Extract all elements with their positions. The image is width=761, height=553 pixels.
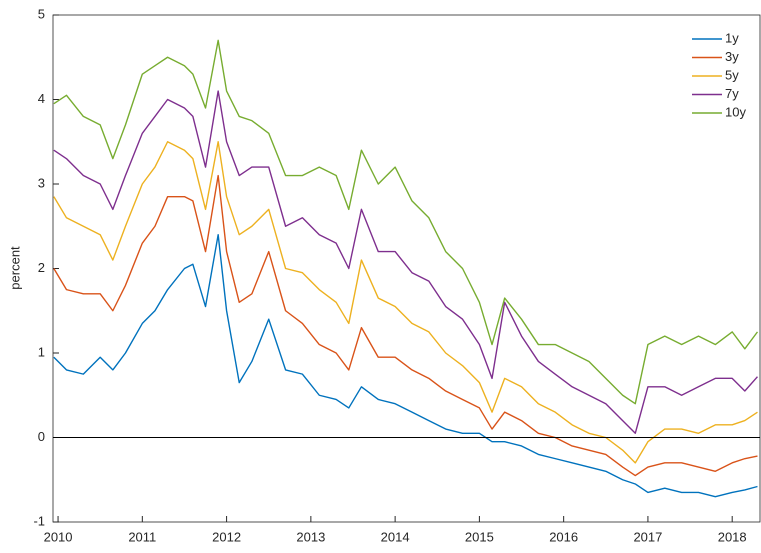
x-tick-label: 2012 (212, 529, 241, 544)
y-tick-label: 4 (38, 91, 45, 106)
y-tick-label: 1 (38, 344, 45, 359)
legend-label: 3y (725, 49, 739, 64)
y-tick-label: 2 (38, 260, 45, 275)
series-line (53, 90, 758, 434)
x-tick-label: 2010 (44, 529, 73, 544)
series-line (53, 174, 758, 477)
x-tick-label: 2018 (718, 529, 747, 544)
plot-area (52, 14, 761, 523)
x-tick-label: 2015 (465, 529, 494, 544)
y-tick-label: 5 (38, 6, 45, 21)
x-tick-label: 2014 (381, 529, 410, 544)
x-tick-label: 2011 (128, 529, 156, 544)
x-tick-label: 2017 (633, 529, 662, 544)
y-axis-label: percent (7, 246, 22, 290)
series-line (53, 39, 759, 405)
x-tick-label: 2016 (549, 529, 578, 544)
legend-label: 5y (725, 67, 739, 82)
y-tick-label: 0 (38, 429, 45, 444)
legend-label: 1y (725, 30, 739, 45)
y-tick-label: -1 (33, 513, 45, 528)
series-line (53, 141, 758, 464)
legend-label: 10y (725, 104, 746, 119)
series-line (53, 234, 758, 498)
legend-label: 7y (725, 86, 739, 101)
x-tick-label: 2013 (296, 529, 325, 544)
y-tick-label: 3 (38, 175, 45, 190)
